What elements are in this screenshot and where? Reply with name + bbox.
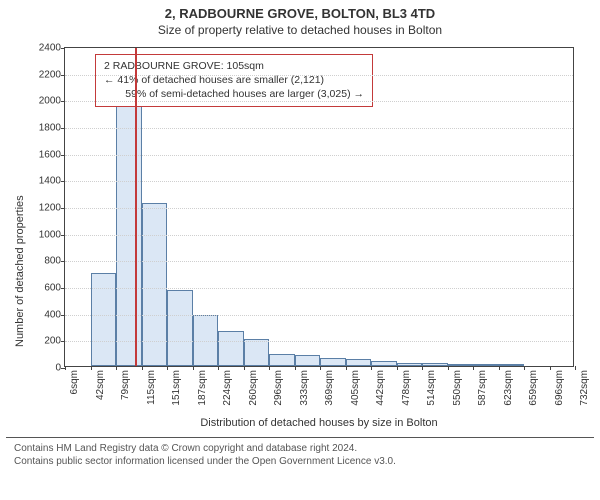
x-tick-mark xyxy=(524,366,525,370)
histogram-bar xyxy=(116,106,142,366)
y-tick-label: 2400 xyxy=(39,43,65,54)
gridline xyxy=(65,235,573,236)
x-tick-label: 514sqm xyxy=(426,366,437,406)
y-tick-label: 0 xyxy=(55,363,65,374)
x-tick-label: 405sqm xyxy=(350,366,361,406)
x-tick-mark xyxy=(244,366,245,370)
gridline xyxy=(65,181,573,182)
x-tick-label: 79sqm xyxy=(120,366,131,400)
gridline xyxy=(65,315,573,316)
histogram-bar xyxy=(167,290,193,366)
y-tick-label: 200 xyxy=(44,336,65,347)
x-tick-label: 478sqm xyxy=(401,366,412,406)
x-tick-label: 260sqm xyxy=(248,366,259,406)
x-tick-mark xyxy=(116,366,117,370)
y-tick-label: 1400 xyxy=(39,176,65,187)
x-tick-label: 187sqm xyxy=(197,366,208,406)
x-axis-label: Distribution of detached houses by size … xyxy=(64,417,574,429)
page-title: 2, RADBOURNE GROVE, BOLTON, BL3 4TD xyxy=(0,6,600,21)
y-tick-label: 800 xyxy=(44,256,65,267)
x-tick-label: 42sqm xyxy=(95,366,106,400)
annotation-line: 59% of semi-detached houses are larger (… xyxy=(104,87,364,101)
histogram-bar xyxy=(244,339,270,366)
x-tick-label: 296sqm xyxy=(273,366,284,406)
x-tick-mark xyxy=(550,366,551,370)
plot-area: 2 RADBOURNE GROVE: 105sqm← 41% of detach… xyxy=(64,47,574,367)
x-tick-mark xyxy=(193,366,194,370)
x-tick-label: 550sqm xyxy=(452,366,463,406)
histogram-bar xyxy=(269,354,295,366)
property-marker-line xyxy=(135,48,137,366)
x-tick-label: 115sqm xyxy=(146,366,157,405)
footer-line-2: Contains public sector information licen… xyxy=(14,455,586,468)
x-tick-label: 369sqm xyxy=(324,366,335,406)
y-tick-label: 1600 xyxy=(39,149,65,160)
x-tick-mark xyxy=(448,366,449,370)
y-tick-label: 2200 xyxy=(39,69,65,80)
x-tick-mark xyxy=(295,366,296,370)
histogram-bar xyxy=(91,273,117,366)
histogram-bar xyxy=(346,359,372,366)
x-tick-mark xyxy=(269,366,270,370)
x-tick-mark xyxy=(422,366,423,370)
y-tick-label: 2000 xyxy=(39,96,65,107)
x-tick-mark xyxy=(397,366,398,370)
x-tick-mark xyxy=(167,366,168,370)
x-tick-mark xyxy=(499,366,500,370)
gridline xyxy=(65,128,573,129)
chart-container: Number of detached properties 2 RADBOURN… xyxy=(0,37,600,437)
annotation-line: 2 RADBOURNE GROVE: 105sqm xyxy=(104,59,364,73)
x-tick-mark xyxy=(142,366,143,370)
y-tick-label: 600 xyxy=(44,283,65,294)
x-tick-label: 659sqm xyxy=(528,366,539,406)
x-tick-mark xyxy=(91,366,92,370)
x-tick-mark xyxy=(346,366,347,370)
footer-line-1: Contains HM Land Registry data © Crown c… xyxy=(14,442,586,455)
gridline xyxy=(65,75,573,76)
y-tick-label: 1200 xyxy=(39,203,65,214)
x-tick-mark xyxy=(218,366,219,370)
x-tick-label: 442sqm xyxy=(375,366,386,406)
y-tick-label: 400 xyxy=(44,309,65,320)
histogram-bar xyxy=(320,358,346,366)
histogram-bar xyxy=(295,355,321,366)
histogram-bar xyxy=(218,331,244,366)
y-axis-label: Number of detached properties xyxy=(14,195,26,347)
x-tick-mark xyxy=(320,366,321,370)
y-tick-label: 1800 xyxy=(39,123,65,134)
x-tick-label: 623sqm xyxy=(503,366,514,406)
attribution-footer: Contains HM Land Registry data © Crown c… xyxy=(6,437,594,468)
gridline xyxy=(65,155,573,156)
x-tick-label: 151sqm xyxy=(171,366,182,406)
page-subtitle: Size of property relative to detached ho… xyxy=(0,23,600,37)
x-tick-label: 224sqm xyxy=(222,366,233,406)
gridline xyxy=(65,341,573,342)
x-tick-label: 587sqm xyxy=(477,366,488,406)
x-tick-mark xyxy=(575,366,576,370)
x-tick-label: 696sqm xyxy=(554,366,565,406)
x-tick-mark xyxy=(371,366,372,370)
gridline xyxy=(65,101,573,102)
x-tick-mark xyxy=(65,366,66,370)
x-tick-label: 333sqm xyxy=(299,366,310,406)
x-tick-label: 6sqm xyxy=(69,366,80,394)
y-tick-label: 1000 xyxy=(39,229,65,240)
x-tick-label: 732sqm xyxy=(579,366,590,406)
gridline xyxy=(65,288,573,289)
x-tick-mark xyxy=(473,366,474,370)
gridline xyxy=(65,208,573,209)
gridline xyxy=(65,261,573,262)
